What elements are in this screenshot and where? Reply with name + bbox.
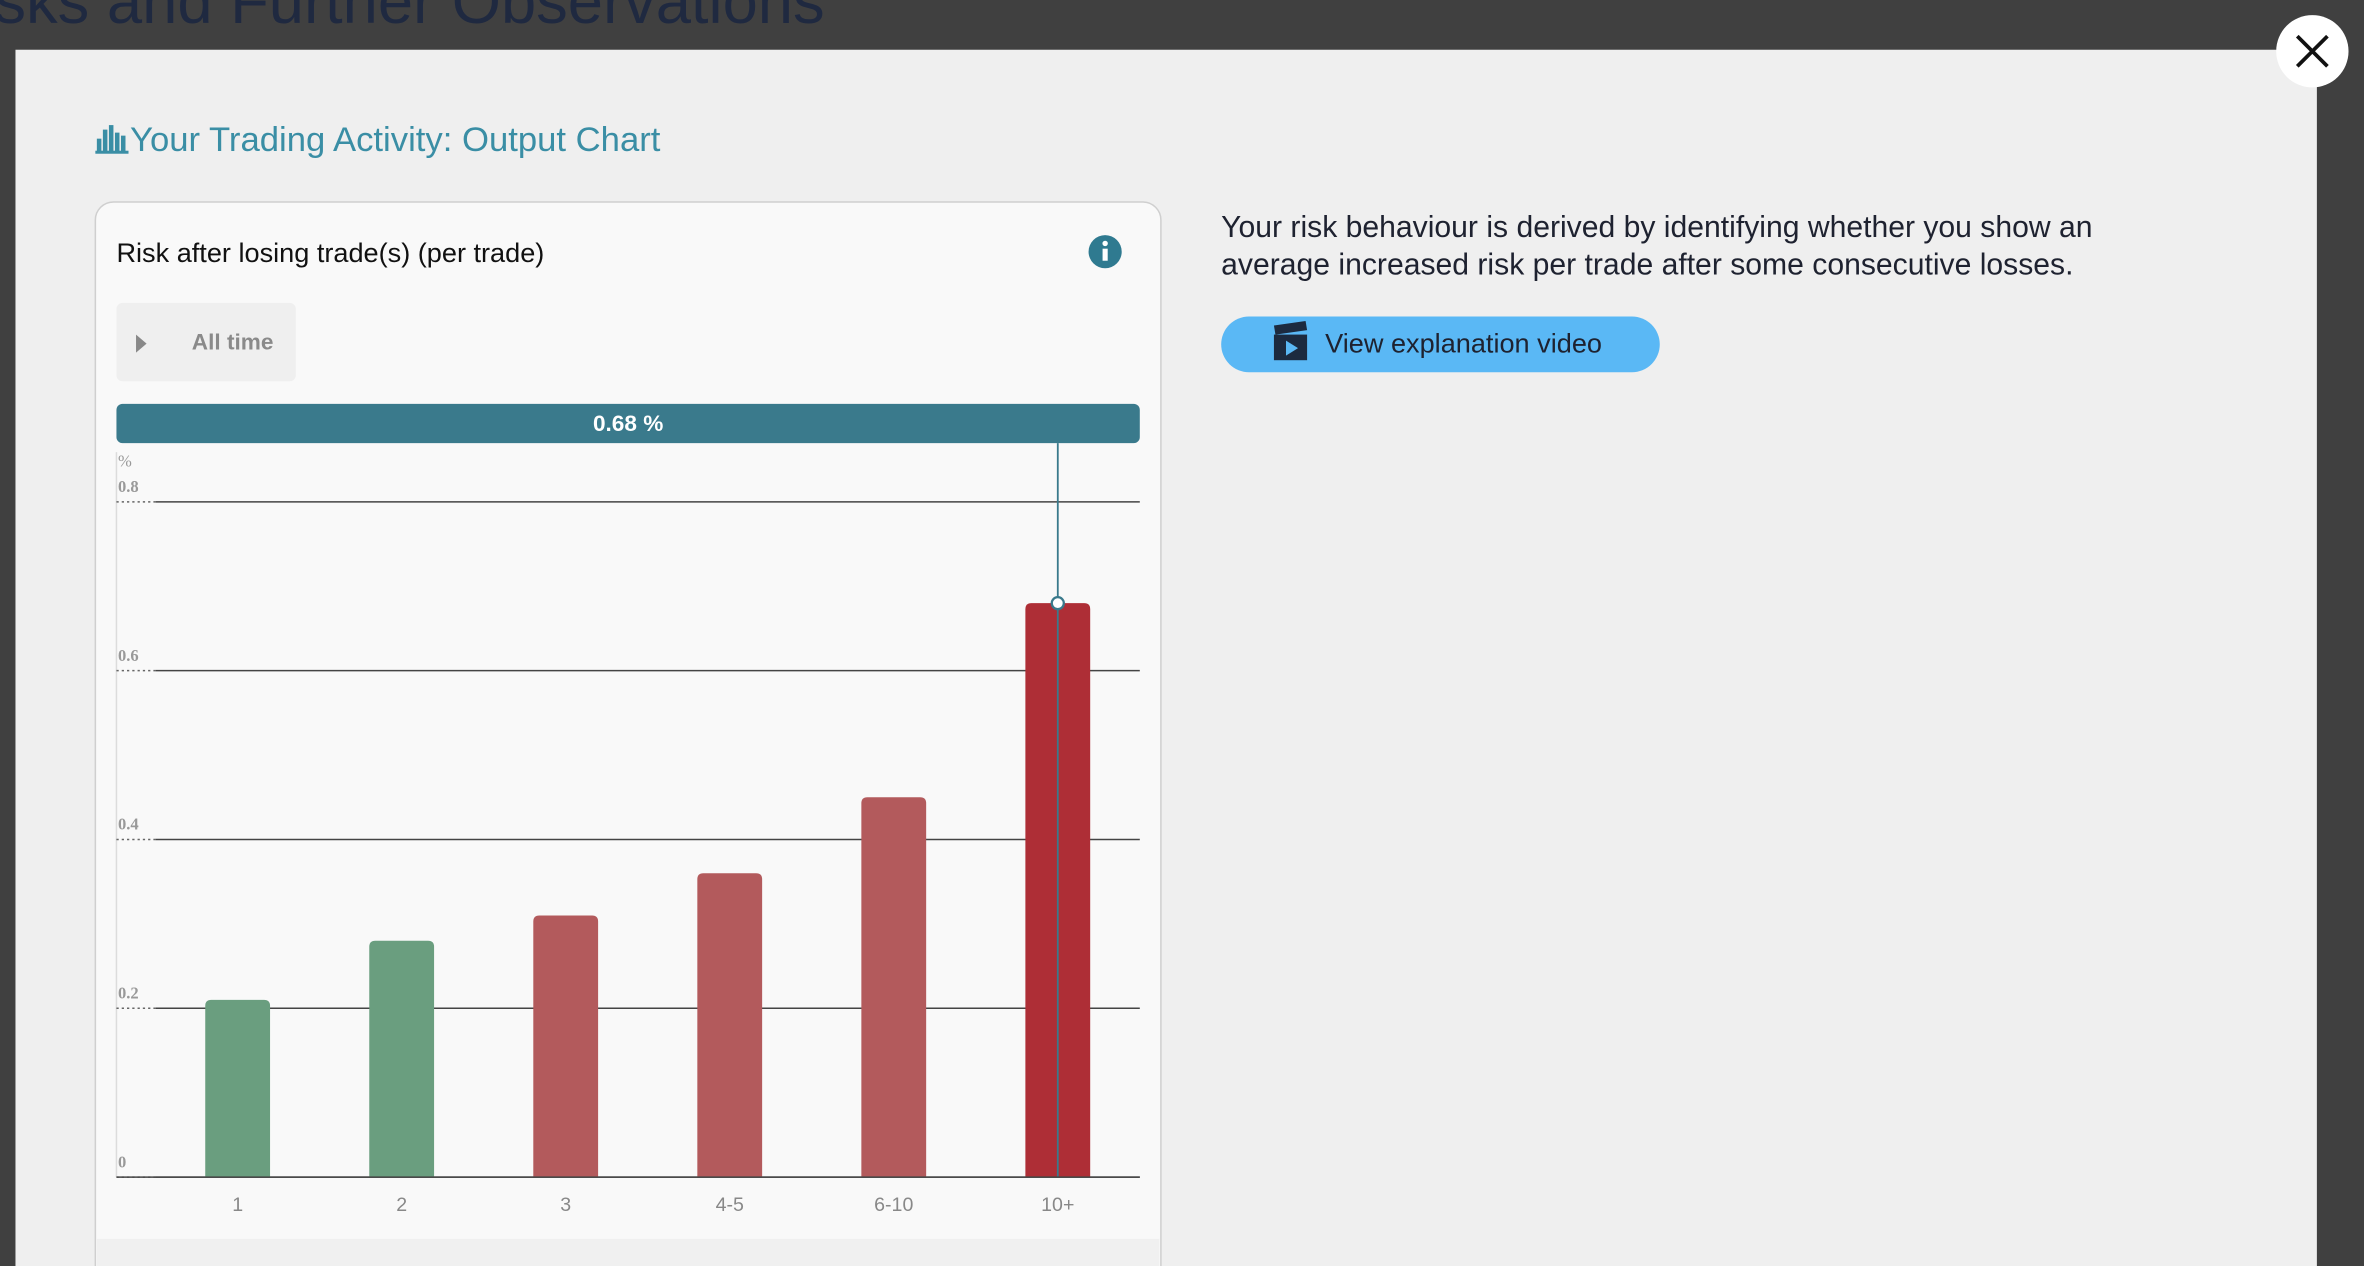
bar <box>369 940 435 1178</box>
y-tick-label: 0.8 <box>118 477 139 496</box>
bar <box>205 999 271 1178</box>
y-tick-label: 0.2 <box>118 984 139 1003</box>
bar <box>697 873 763 1178</box>
x-tick-label: 6-10 <box>874 1194 913 1216</box>
y-axis-label: % <box>118 451 132 470</box>
description-line: Your risk behaviour is derived by identi… <box>1221 211 2092 244</box>
description-line: average increased risk per trade after s… <box>1221 249 2073 282</box>
tooltip <box>116 403 1140 444</box>
filter-label: All time <box>192 330 274 355</box>
video-button-label: View explanation video <box>1325 327 1602 358</box>
video-button[interactable]: View explanation video <box>1221 316 1660 373</box>
bar <box>533 915 599 1178</box>
x-tick-label: 2 <box>396 1194 407 1216</box>
plot: % 0 0.2 0.4 0.6 0.8 1 2 3 4-5 6-10 10+ 0.68 % <box>115 403 1140 1216</box>
chart-icon <box>95 125 129 154</box>
y-tick-label: 0 <box>118 1152 126 1171</box>
filter-toggle[interactable]: All time <box>116 302 296 382</box>
hover-point <box>1050 595 1065 611</box>
chart-title: Risk after losing trade(s) (per trade) <box>116 237 544 268</box>
x-tick-label: 3 <box>560 1194 571 1216</box>
background-heading: sks and Further Observations <box>0 0 825 37</box>
info-button[interactable] <box>1088 235 1122 269</box>
y-tick-label: 0.4 <box>118 815 139 834</box>
x-tick-label: 10+ <box>1041 1194 1074 1216</box>
modal-title: Your Trading Activity: Output Chart <box>130 121 661 159</box>
close-button[interactable] <box>2276 15 2349 88</box>
bar <box>861 797 927 1178</box>
tooltip-label: 0.68 % <box>593 411 663 436</box>
y-tick-label: 0.6 <box>118 646 139 665</box>
card-footer <box>96 1238 1160 1266</box>
x-tick-label: 1 <box>232 1194 243 1216</box>
x-tick-label: 4-5 <box>716 1194 744 1216</box>
